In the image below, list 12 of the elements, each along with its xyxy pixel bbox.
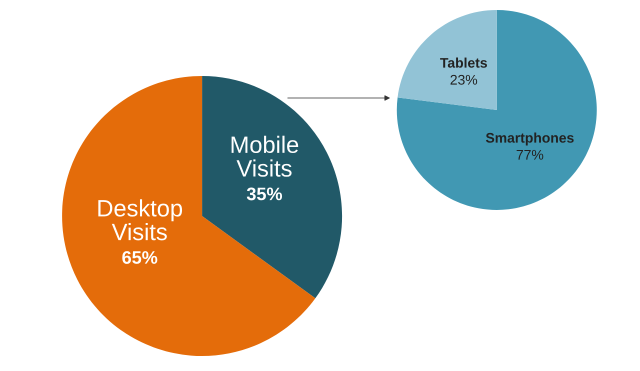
pie-slice — [202, 76, 342, 298]
data-label: 35% — [246, 188, 282, 200]
slice-label: Smartphones — [486, 132, 574, 146]
data-label: 77% — [516, 150, 544, 160]
data-label: 65% — [122, 251, 158, 264]
data-label: 23% — [450, 74, 478, 85]
pie-slice — [62, 76, 316, 356]
slice-label: Desktop Visits — [98, 199, 182, 240]
pie-slice — [396, 10, 597, 210]
pie-slice — [398, 10, 497, 110]
slice-label: Mobile Visits — [232, 136, 298, 177]
slice-label: Tablets — [440, 58, 487, 68]
